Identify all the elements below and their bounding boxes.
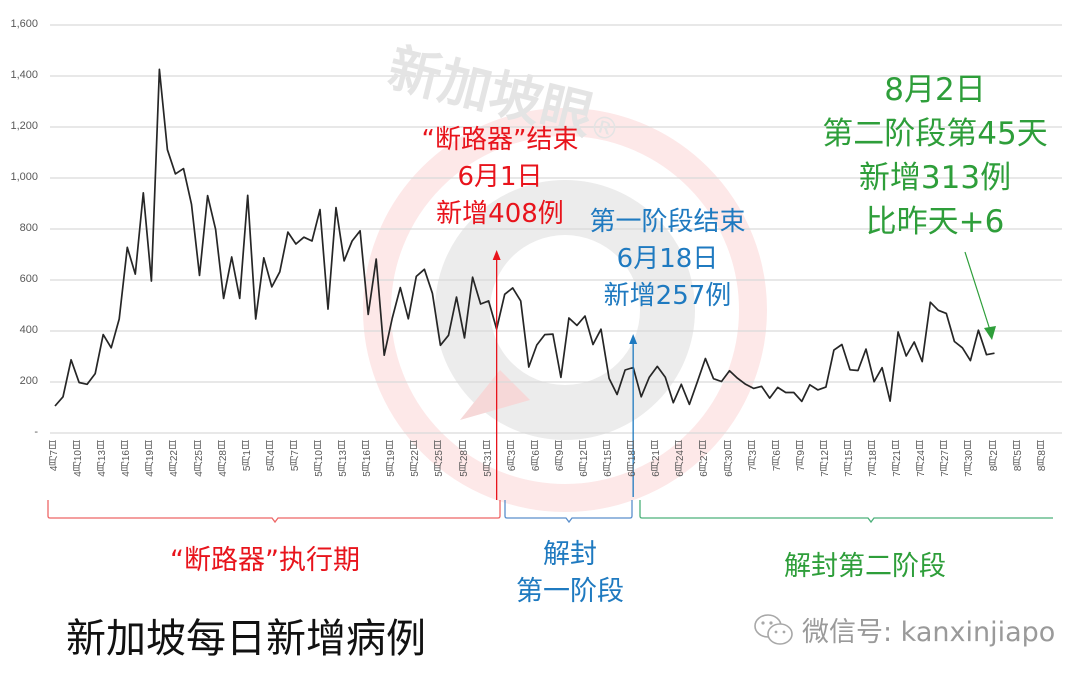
period-label-phase2: 解封第二阶段: [784, 551, 946, 582]
x-tick-label: 5月1日: [241, 440, 253, 472]
x-tick-label: 4月13日: [97, 440, 109, 477]
wechat-id-text: 微信号: kanxinjiapo: [802, 617, 1056, 648]
x-tick-label: 6月27日: [699, 440, 711, 477]
x-tick-label: 7月6日: [771, 440, 783, 472]
x-tick-label: 5月7日: [289, 440, 301, 472]
x-tick-label: 7月18日: [868, 440, 880, 477]
x-tick-label: 4月28日: [217, 440, 229, 477]
x-tick-label: 7月24日: [916, 440, 928, 477]
x-tick-label: 8月5日: [1012, 440, 1024, 472]
y-tick-label: 1,400: [10, 69, 38, 81]
x-tick-label: 5月16日: [362, 440, 374, 477]
x-tick-label: 4月22日: [169, 440, 181, 477]
x-tick-label: 6月9日: [554, 440, 566, 472]
y-tick-label: 1,200: [10, 120, 38, 132]
x-tick-label: 5月13日: [338, 440, 350, 477]
x-tick-label: 7月12日: [819, 440, 831, 477]
y-tick-label: 400: [19, 324, 38, 336]
x-tick-label: 6月24日: [675, 440, 687, 477]
x-tick-label: 5月4日: [265, 440, 277, 472]
x-tick-label: 6月6日: [530, 440, 542, 472]
x-tick-label: 7月30日: [964, 440, 976, 477]
period-label-circuit-breaker: “断路器”执行期: [170, 545, 360, 576]
period-label-phase1: 解封 第一阶段: [516, 539, 624, 607]
y-tick-label: 1,600: [10, 18, 38, 30]
x-tick-label: 5月28日: [458, 440, 470, 477]
x-tick-label: 7月15日: [843, 440, 855, 477]
x-tick-label: 5月22日: [410, 440, 422, 477]
y-tick-label: 1,000: [10, 171, 38, 183]
bracket-phase2: [639, 500, 1053, 524]
x-tick-label: 4月7日: [49, 440, 60, 472]
y-tick-label: 600: [19, 273, 38, 285]
x-tick-label: 7月21日: [892, 440, 904, 477]
gridlines: [50, 24, 1062, 434]
x-tick-label: 5月31日: [482, 440, 494, 477]
y-tick-label: -: [34, 426, 38, 438]
y-tick-label: 200: [19, 375, 38, 387]
x-tick-label: 6月3日: [506, 440, 518, 472]
x-tick-label: 4月16日: [121, 440, 133, 477]
bracket-circuit-breaker: [47, 500, 501, 524]
x-tick-label: 8月2日: [988, 440, 1000, 472]
x-tick-label: 4月19日: [145, 440, 157, 477]
x-tick-label: 5月25日: [434, 440, 446, 477]
x-tick-label: 6月21日: [651, 440, 663, 477]
x-tick-label: 6月18日: [627, 440, 639, 477]
x-tick-label: 7月9日: [795, 440, 807, 472]
bracket-phase1: [504, 500, 633, 524]
annotation-latest: 8月2日 第二阶段第45天 新增313例 比昨天+6: [822, 72, 1048, 240]
annotation-arrows: [492, 250, 996, 500]
x-tick-label: 5月19日: [386, 440, 398, 477]
x-tick-label: 7月3日: [747, 440, 759, 472]
x-tick-label: 4月25日: [193, 440, 205, 477]
annotation-phase1-end: 第一阶段结束 6月18日 新增257例: [589, 207, 746, 311]
period-brackets: [47, 500, 1053, 524]
chart-title: 新加坡每日新增病例: [66, 616, 426, 662]
x-tick-label: 6月12日: [578, 440, 590, 477]
y-tick-label: 800: [19, 222, 38, 234]
x-tick-label: 6月15日: [603, 440, 615, 477]
x-tick-label: 8月8日: [1036, 440, 1048, 472]
x-tick-label: 4月10日: [73, 440, 85, 477]
wechat-icon: [754, 613, 793, 645]
x-tick-label: 5月10日: [313, 440, 325, 477]
x-tick-label: 7月27日: [940, 440, 952, 477]
daily-cases-line: [54, 68, 995, 407]
annotation-circuit-breaker-end: “断路器”结束 6月1日 新增408例: [421, 125, 579, 229]
x-tick-label: 6月30日: [723, 440, 735, 477]
wechat-id: 微信号: kanxinjiapo: [752, 610, 1055, 649]
